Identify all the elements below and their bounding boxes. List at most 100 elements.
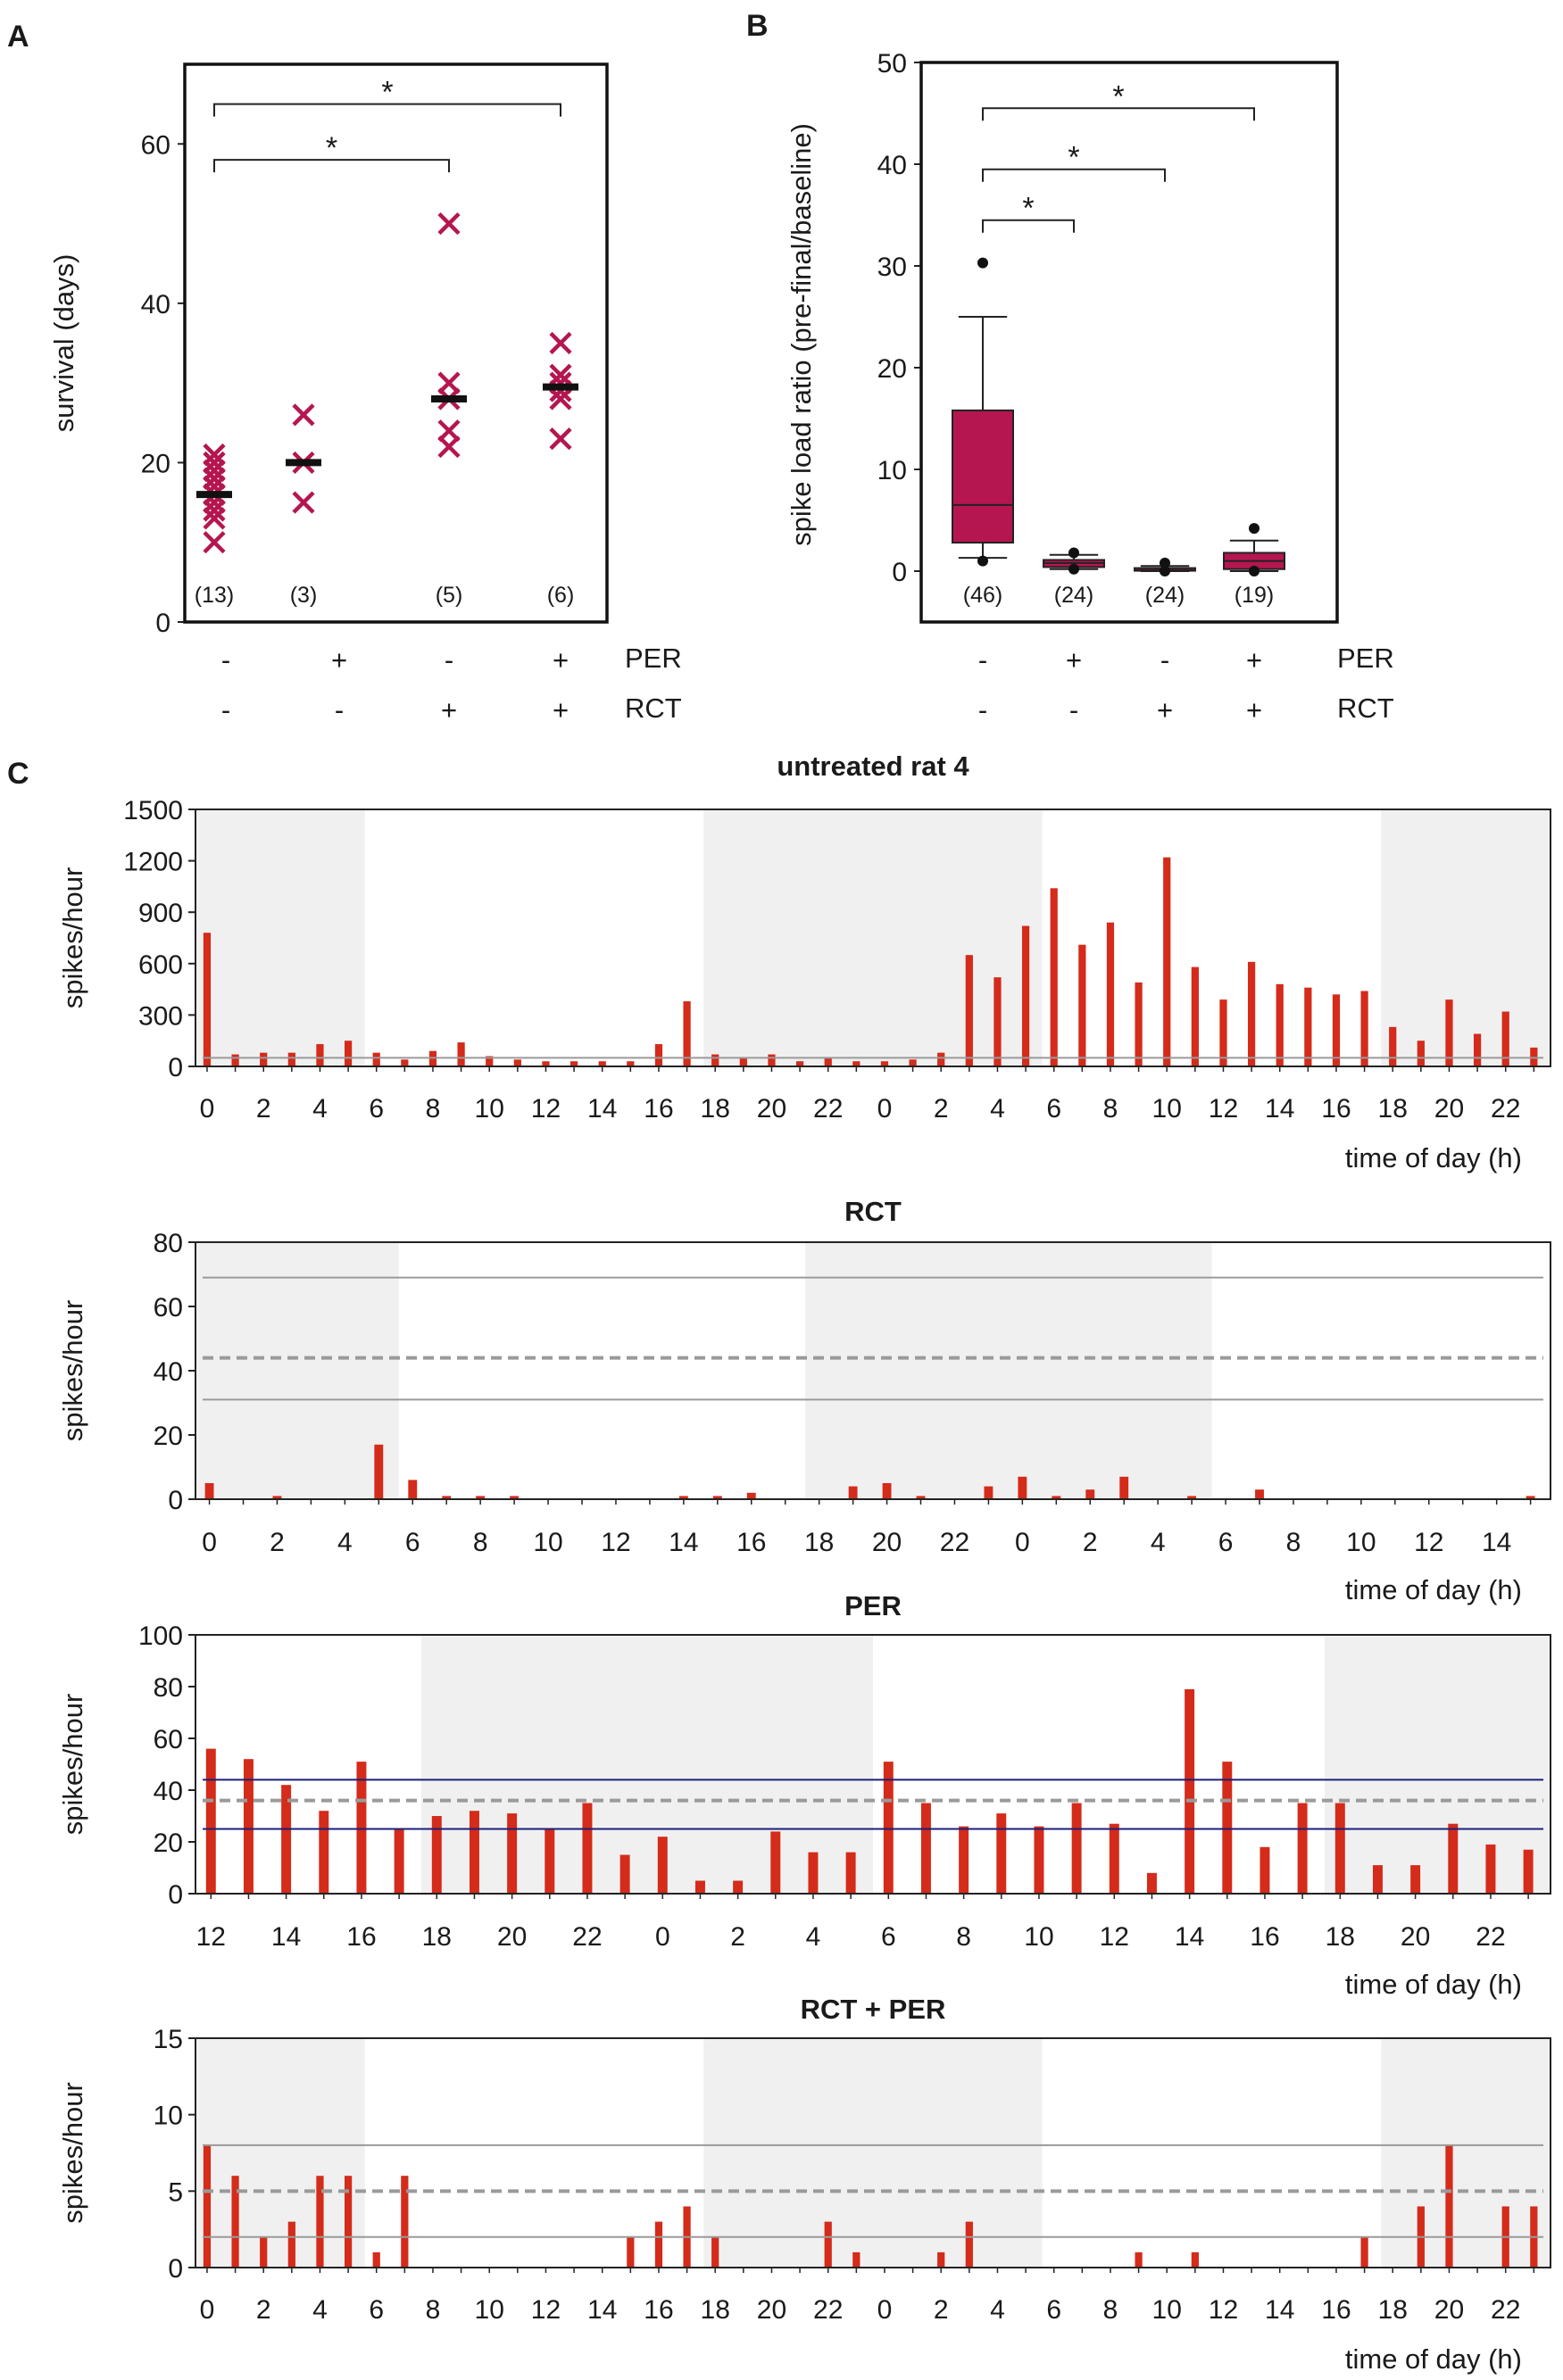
dark-period-c4-2 xyxy=(1381,2038,1551,2268)
y-axis-title-c1: spikes/hour xyxy=(57,867,88,1009)
bar xyxy=(1445,999,1453,1066)
x-tick-label-c1: 12 xyxy=(1209,1094,1238,1124)
outlier-point xyxy=(1249,523,1260,535)
x-tick-label-c4: 16 xyxy=(644,2295,673,2325)
y-axis-title-a: survival (days) xyxy=(48,254,79,433)
rct-sign-b-0: - xyxy=(978,694,987,726)
bar xyxy=(1021,925,1030,1066)
x-tick-label-c3: 22 xyxy=(572,1922,602,1952)
panel-letter-c: C xyxy=(7,757,29,791)
x-tick-label-c4: 2 xyxy=(256,2295,271,2325)
point-marker xyxy=(437,435,461,459)
x-tick-label-c4: 16 xyxy=(1321,2295,1351,2325)
dark-period-c3-1 xyxy=(1325,1635,1551,1894)
bar xyxy=(203,2144,212,2268)
bar xyxy=(1106,922,1115,1066)
rct-sign-a-0: - xyxy=(221,694,230,726)
box-b-0 xyxy=(952,409,1014,544)
y-tick-label-c3-0: 0 xyxy=(168,1880,183,1910)
bar xyxy=(260,2236,268,2268)
bar xyxy=(1297,1803,1308,1894)
bar xyxy=(243,1759,254,1894)
bar xyxy=(627,1061,635,1066)
bar xyxy=(542,1061,550,1066)
bar xyxy=(619,1854,630,1894)
x-tick-label-c4: 12 xyxy=(1209,2295,1238,2325)
bar xyxy=(231,1054,239,1066)
x-tick-label-c1: 14 xyxy=(587,1094,617,1124)
significance-bracket-a-1 xyxy=(213,159,450,173)
rct-bar-chart: 0 20 40 60 80 spikes/hour 0 2 4 6 8 10 12 14 16 18 20 22 0… xyxy=(57,1196,1551,1605)
x-tick-label-c3: 2 xyxy=(730,1922,745,1952)
bar xyxy=(712,1496,722,1499)
bar xyxy=(476,1496,486,1499)
bar xyxy=(909,1059,917,1066)
bar xyxy=(401,2176,409,2268)
bar xyxy=(852,1061,860,1066)
bar xyxy=(1473,1033,1482,1066)
significance-bracket-b-2 xyxy=(982,107,1255,121)
x-tick-label-c3: 6 xyxy=(881,1922,896,1952)
y-tick-label-a-0: 0 xyxy=(155,609,170,638)
y-tick-label-c1-4: 1200 xyxy=(123,848,183,877)
x-tick-label-c3: 14 xyxy=(271,1922,301,1952)
bar xyxy=(1119,1476,1129,1499)
x-tick-label-c3: 8 xyxy=(956,1922,971,1952)
outlier-point xyxy=(977,555,988,567)
y-axis-title-c3: spikes/hour xyxy=(57,1694,88,1836)
untreated-bar-chart: 0 300 600 900 1200 1500 spikes/hour 0 2 4 6 8 10 12 14… xyxy=(57,750,1551,1173)
chart-title-c1: untreated rat 4 xyxy=(777,750,969,782)
bar xyxy=(1523,1849,1534,1894)
y-axis-title-c4: spikes/hour xyxy=(57,2082,88,2224)
y-tick-label-b-4: 40 xyxy=(877,151,907,180)
chart-title-c3: PER xyxy=(844,1590,902,1621)
bar xyxy=(808,1852,819,1894)
y-tick-label-a-2: 40 xyxy=(141,290,170,319)
outlier-point xyxy=(1249,566,1260,576)
bar xyxy=(824,1057,832,1066)
point-marker xyxy=(549,363,572,386)
n-label-b-3: (19) xyxy=(1235,583,1274,608)
bar xyxy=(959,1826,969,1894)
bar xyxy=(372,1052,380,1066)
bar xyxy=(711,2236,719,2268)
plot-frame-a xyxy=(183,62,609,624)
x-tick-label-c4: 14 xyxy=(1265,2295,1294,2325)
n-label-a-2: (5) xyxy=(436,583,463,608)
x-tick-label-c4: 6 xyxy=(1046,2295,1061,2325)
bar xyxy=(711,1054,719,1066)
bar xyxy=(513,1059,521,1066)
point-marker xyxy=(549,331,572,355)
plot-frame-c1 xyxy=(195,809,1551,1067)
y-axis-title-b: spike load ratio (pre-final/baseline) xyxy=(786,123,817,546)
x-tick-label-c1: 12 xyxy=(531,1094,561,1124)
per-row-label-a: PER xyxy=(625,643,682,674)
bar xyxy=(1276,983,1284,1066)
significance-bracket-b-1 xyxy=(982,168,1166,182)
x-tick-label-c1: 8 xyxy=(1103,1094,1118,1124)
bar xyxy=(394,1829,404,1894)
y-tick-label-a-1: 20 xyxy=(141,449,170,478)
dark-period-c1-2 xyxy=(1381,809,1551,1066)
per-row-label-b: PER xyxy=(1337,643,1394,674)
y-tick-label-b-5: 50 xyxy=(877,49,907,79)
x-tick-label-c1: 10 xyxy=(475,1094,504,1124)
x-tick-label-c4: 0 xyxy=(200,2295,215,2325)
point-marker xyxy=(203,531,226,554)
x-tick-label-c2: 8 xyxy=(1286,1528,1301,1557)
plot-frame-b xyxy=(919,61,1339,624)
x-tick-label-c2: 6 xyxy=(1218,1528,1234,1557)
x-tick-label-c2: 2 xyxy=(270,1528,285,1557)
bar xyxy=(1222,1762,1233,1894)
y-tick-label-c3-2: 40 xyxy=(154,1777,183,1806)
x-tick-label-c1: 4 xyxy=(312,1094,328,1124)
bar xyxy=(281,1785,292,1894)
outlier-point xyxy=(1068,547,1079,559)
bar xyxy=(627,2236,635,2268)
x-axis-title-c2: time of day (h) xyxy=(1345,1574,1522,1605)
outlier-point xyxy=(1068,563,1079,575)
x-tick-label-c1: 20 xyxy=(1434,1094,1464,1124)
y-tick-label-c1-5: 1500 xyxy=(123,796,183,825)
per-sign-b-3: + xyxy=(1246,644,1262,676)
bar xyxy=(203,933,212,1066)
